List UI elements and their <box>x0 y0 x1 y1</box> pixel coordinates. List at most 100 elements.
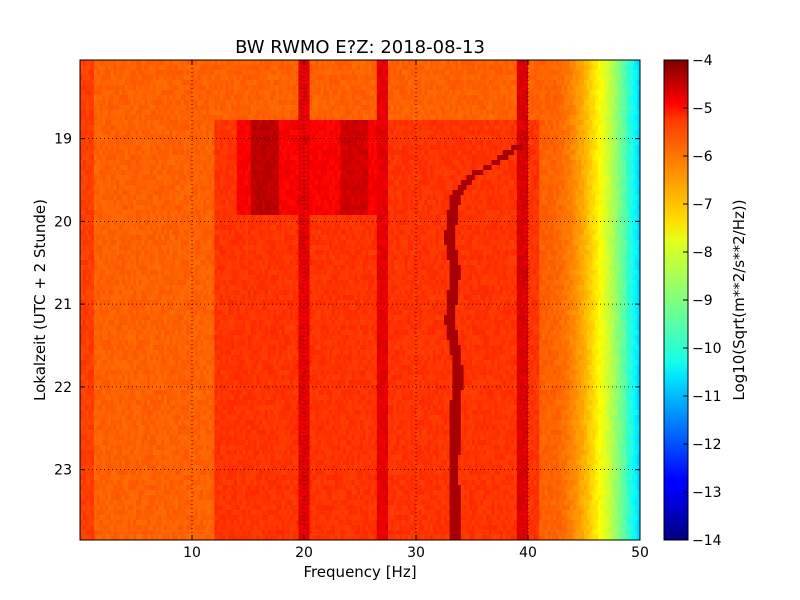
heatmap-cell <box>614 125 618 131</box>
heatmap-cell <box>250 75 254 81</box>
heatmap-cell <box>519 170 523 176</box>
heatmap-cell <box>346 145 350 151</box>
heatmap-cell <box>483 60 487 66</box>
heatmap-cell <box>96 135 100 141</box>
heatmap-cell <box>612 80 616 86</box>
heatmap-cell <box>385 115 389 121</box>
heatmap-cell <box>444 120 448 126</box>
heatmap-cell <box>183 180 187 186</box>
heatmap-cell <box>102 65 106 71</box>
heatmap-cell <box>486 140 490 146</box>
heatmap-cell <box>175 125 179 131</box>
heatmap-cell <box>220 160 224 166</box>
heatmap-cell <box>122 160 126 166</box>
heatmap-cell <box>178 105 182 111</box>
heatmap-cell <box>150 65 154 71</box>
heatmap-cell <box>242 165 246 171</box>
heatmap-cell <box>371 95 375 101</box>
heatmap-cell <box>183 120 187 126</box>
heatmap-cell <box>326 155 330 161</box>
heatmap-cell <box>407 100 411 106</box>
heatmap-cell <box>105 180 109 186</box>
heatmap-cell <box>564 65 568 71</box>
heatmap-cell <box>544 65 548 71</box>
heatmap-cell <box>402 130 406 136</box>
heatmap-cell <box>276 140 280 146</box>
heatmap-cell <box>628 140 632 146</box>
heatmap-cell <box>99 100 103 106</box>
heatmap-cell <box>340 65 344 71</box>
heatmap-cell <box>376 165 380 171</box>
heatmap-cell <box>592 155 596 161</box>
heatmap-cell <box>463 110 467 116</box>
heatmap-cell <box>130 105 134 111</box>
heatmap-cell <box>197 160 201 166</box>
heatmap-cell <box>273 85 277 91</box>
heatmap-cell <box>570 165 574 171</box>
heatmap-cell <box>320 155 324 161</box>
heatmap-cell <box>502 80 506 86</box>
heatmap-cell <box>502 70 506 76</box>
heatmap-cell <box>390 175 394 181</box>
heatmap-cell <box>575 165 579 171</box>
heatmap-cell <box>102 165 106 171</box>
heatmap-cell <box>284 90 288 96</box>
heatmap-cell <box>164 100 168 106</box>
heatmap-cell <box>466 115 470 121</box>
heatmap-cell <box>393 70 397 76</box>
heatmap-cell <box>281 125 285 131</box>
heatmap-cell <box>334 125 338 131</box>
heatmap-cell <box>259 95 263 101</box>
heatmap-cell <box>360 110 364 116</box>
heatmap-cell <box>245 150 249 156</box>
heatmap-cell <box>138 145 142 151</box>
heatmap-cell <box>236 170 240 176</box>
heatmap-cell <box>354 110 358 116</box>
heatmap-cell <box>376 170 380 176</box>
heatmap-cell <box>491 180 495 186</box>
heatmap-cell <box>483 180 487 186</box>
heatmap-cell <box>617 175 621 181</box>
heatmap-cell <box>337 60 341 66</box>
heatmap-cell <box>598 140 602 146</box>
heatmap-cell <box>343 105 347 111</box>
heatmap-cell <box>278 90 282 96</box>
heatmap-cell <box>466 85 470 91</box>
heatmap-cell <box>432 120 436 126</box>
heatmap-cell <box>508 140 512 146</box>
heatmap-cell <box>267 160 271 166</box>
heatmap-cell <box>304 80 308 86</box>
heatmap-cell <box>544 155 548 161</box>
heatmap-cell <box>376 100 380 106</box>
heatmap-cell <box>318 125 322 131</box>
heatmap-cell <box>133 90 137 96</box>
heatmap-cell <box>578 135 582 141</box>
heatmap-cell <box>80 160 84 166</box>
heatmap-cell <box>211 65 215 71</box>
heatmap-cell <box>206 70 210 76</box>
heatmap-cell <box>533 175 537 181</box>
heatmap-cell <box>80 75 84 81</box>
heatmap-cell <box>102 105 106 111</box>
heatmap-cell <box>519 150 523 156</box>
heatmap-cell <box>362 75 366 81</box>
heatmap-cell <box>281 145 285 151</box>
heatmap-cell <box>329 90 333 96</box>
heatmap-cell <box>533 135 537 141</box>
heatmap-cell <box>124 105 128 111</box>
heatmap-cell <box>200 70 204 76</box>
heatmap-cell <box>592 145 596 151</box>
heatmap-cell <box>399 180 403 186</box>
heatmap-cell <box>558 80 562 86</box>
heatmap-cell <box>371 65 375 71</box>
heatmap-cell <box>620 130 624 136</box>
heatmap-cell <box>421 90 425 96</box>
heatmap-cell <box>354 150 358 156</box>
heatmap-cell <box>351 160 355 166</box>
heatmap-cell <box>194 100 198 106</box>
heatmap-cell <box>127 175 131 181</box>
heatmap-cell <box>505 160 509 166</box>
heatmap-cell <box>309 105 313 111</box>
heatmap-cell <box>105 75 109 81</box>
heatmap-cell <box>402 85 406 91</box>
